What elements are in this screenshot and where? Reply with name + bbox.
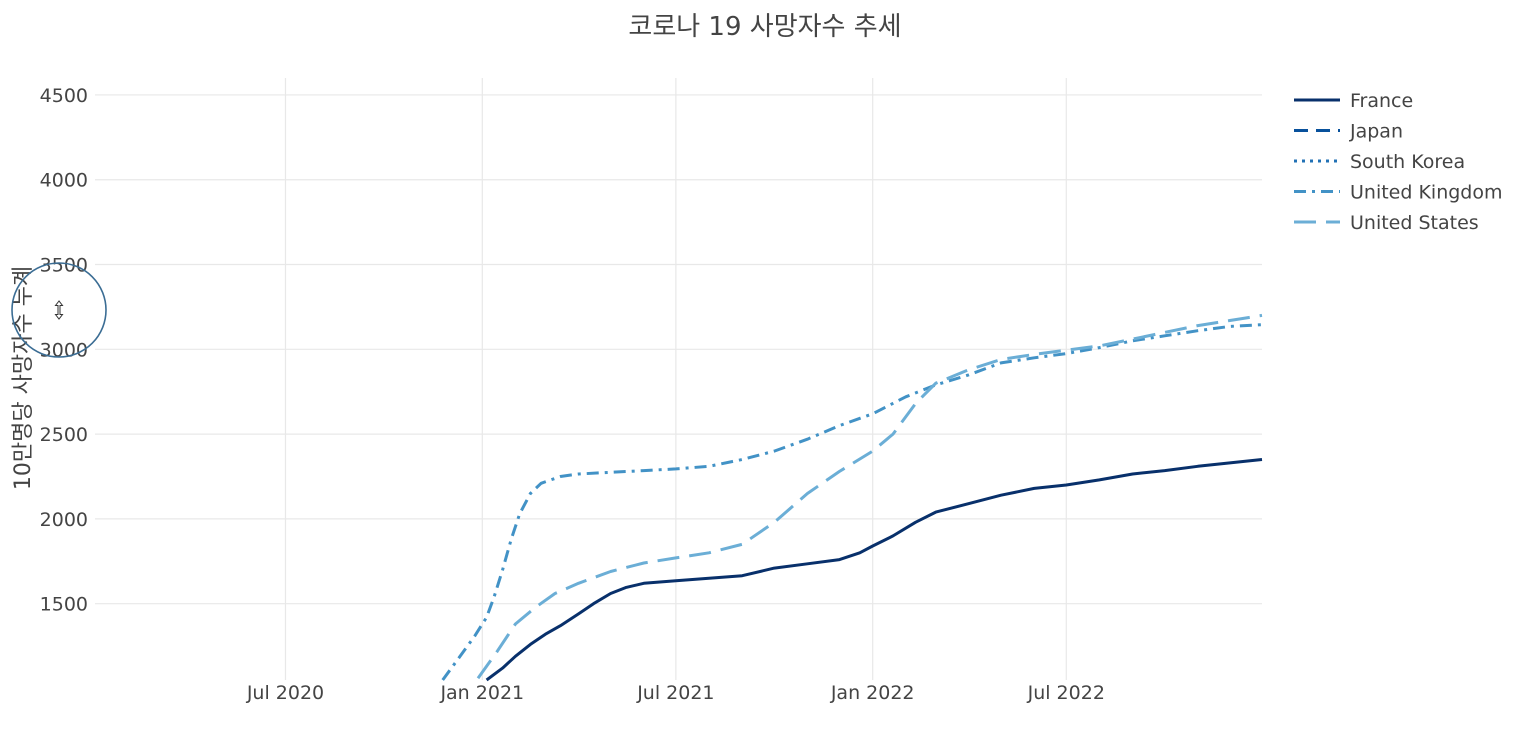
grid-layer bbox=[95, 78, 1262, 680]
x-tick-label: Jul 2020 bbox=[246, 682, 324, 704]
legend-label: United States bbox=[1350, 212, 1479, 234]
legend-item-south-korea[interactable]: South Korea bbox=[1294, 151, 1465, 173]
y-tick-label: 2000 bbox=[40, 509, 88, 531]
legend-item-united-states[interactable]: United States bbox=[1294, 212, 1479, 234]
y-tick-label: 3500 bbox=[40, 255, 88, 277]
legend-item-united-kingdom[interactable]: United Kingdom bbox=[1294, 182, 1503, 204]
x-tick-label: Jul 2022 bbox=[1027, 682, 1105, 704]
legend[interactable]: France Japan South Korea United Kingdom Unit… bbox=[1294, 90, 1503, 234]
chart-title: 코로나 19 사망자수 추세 bbox=[628, 12, 901, 42]
legend-item-france[interactable]: France bbox=[1294, 90, 1413, 112]
series-layer bbox=[441, 313, 1263, 682]
y-tick-label: 4500 bbox=[40, 85, 88, 107]
x-tick-label: Jan 2021 bbox=[439, 682, 524, 704]
y-axis-ticks: 1500 2000 2500 3000 3500 4000 4500 bbox=[40, 85, 88, 616]
series-line-united-states[interactable] bbox=[476, 313, 1263, 680]
y-axis-title: 10만명당 사망자수 누계 bbox=[11, 266, 36, 490]
vertical-resize-icon[interactable] bbox=[11, 262, 107, 358]
legend-label: France bbox=[1350, 90, 1413, 112]
legend-item-japan[interactable]: Japan bbox=[1294, 121, 1403, 143]
series-line-france[interactable] bbox=[485, 458, 1263, 682]
x-tick-label: Jul 2021 bbox=[636, 682, 714, 704]
legend-label: United Kingdom bbox=[1350, 182, 1503, 204]
x-axis-ticks: Jul 2020 Jan 2021 Jul 2021 Jan 2022 Jul 2022 bbox=[246, 682, 1105, 704]
y-tick-label: 3000 bbox=[40, 339, 88, 361]
y-tick-label: 1500 bbox=[40, 594, 88, 616]
legend-label: Japan bbox=[1349, 121, 1403, 143]
y-tick-label: 2500 bbox=[40, 424, 88, 446]
x-tick-label: Jan 2022 bbox=[830, 682, 915, 704]
series-line-united-kingdom[interactable] bbox=[441, 323, 1263, 681]
y-tick-label: 4000 bbox=[40, 170, 88, 192]
legend-label: South Korea bbox=[1350, 151, 1465, 173]
